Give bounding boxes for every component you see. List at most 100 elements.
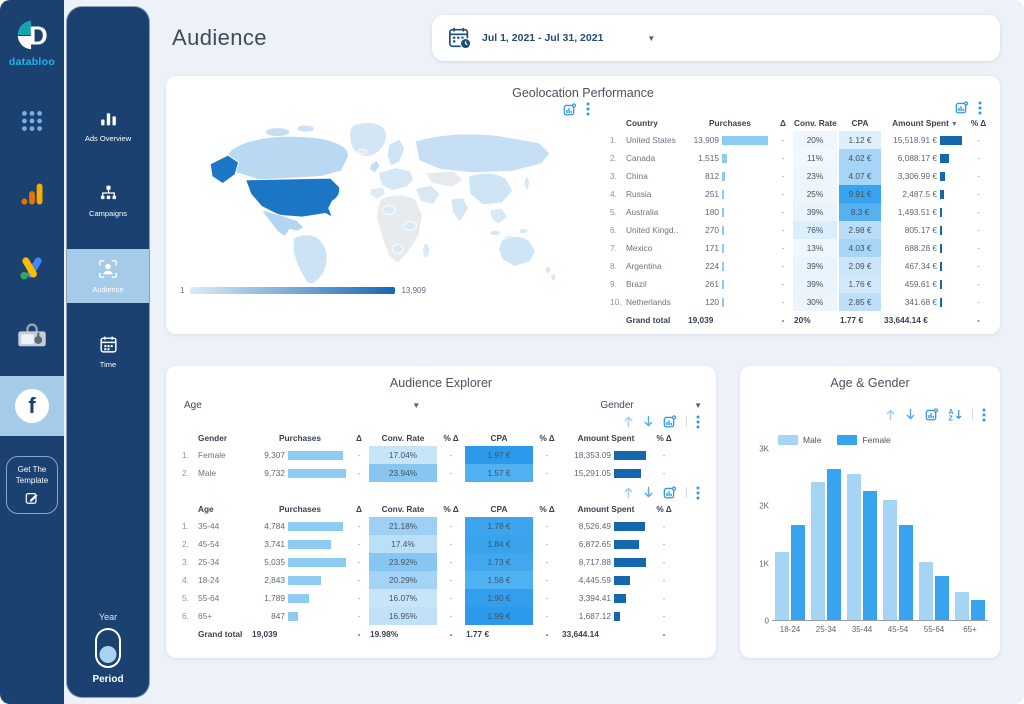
column-header-conv[interactable]: Conv. Rate xyxy=(381,504,425,514)
brand-logo[interactable]: D databloo xyxy=(9,16,55,68)
column-header-delta[interactable]: Δ xyxy=(356,504,362,514)
sidebar-item-campaigns[interactable]: Campaigns xyxy=(67,174,149,227)
move-up-icon[interactable] xyxy=(623,415,634,428)
column-header-cpa[interactable]: CPA xyxy=(490,433,508,443)
table-row[interactable]: 1. United States 13,909-20% 1.12 €15,518.91… xyxy=(608,131,989,149)
bar-male-25-34[interactable] xyxy=(811,482,825,620)
table-row[interactable]: 8. Argentina 224-39% 2.09 €467.34 € - xyxy=(608,257,989,275)
column-header-pd2[interactable]: % Δ xyxy=(539,504,555,514)
sidebar-item-audience[interactable]: Audience xyxy=(67,249,149,303)
column-header-conv[interactable]: Conv. Rate xyxy=(381,433,425,443)
toggle-period-label: Period xyxy=(92,674,124,685)
bar-male-65+[interactable] xyxy=(955,591,969,620)
column-header-cpa[interactable]: CPA xyxy=(851,118,869,128)
table-row[interactable]: 7. Mexico 171-13% 4.03 €688.28 € - xyxy=(608,239,989,257)
table-row[interactable]: 3. 25-34 5,035-23.92% -1.73 € -8,717.88- xyxy=(180,553,676,571)
get-template-button[interactable]: Get The Template xyxy=(6,456,58,514)
edit-chart-icon[interactable] xyxy=(563,102,577,116)
table-row[interactable]: 6. United Kingd.. 270-76% 2.98 €805.17 € - xyxy=(608,221,989,239)
table-row[interactable]: 5. Australia 180-39% 8.3 €1,493.51 € - xyxy=(608,203,989,221)
edit-chart-icon[interactable] xyxy=(663,415,677,428)
cell-country: Canada xyxy=(626,153,656,163)
facebook-connector[interactable]: f xyxy=(0,376,64,436)
column-header-pd3[interactable]: % Δ xyxy=(656,433,672,443)
toolbox-icon[interactable] xyxy=(0,322,64,350)
column-header-cpa[interactable]: CPA xyxy=(490,504,508,514)
geo-card-title: Geolocation Performance xyxy=(512,86,654,100)
move-down-icon[interactable] xyxy=(643,486,654,499)
bar-female-55-64[interactable] xyxy=(935,575,949,620)
cell-pd2: - xyxy=(545,539,549,549)
column-header-purchases[interactable]: Purchases xyxy=(279,504,321,514)
bar-male-45-54[interactable] xyxy=(883,500,897,620)
grand-total-row[interactable]: Grand total 19,039-19.98% -1.77 € -33,644.1… xyxy=(180,625,676,640)
table-row[interactable]: 9. Brazil 261-39% 1.76 €459.61 € - xyxy=(608,275,989,293)
bar-female-25-34[interactable] xyxy=(827,468,841,620)
move-down-icon[interactable] xyxy=(643,415,654,428)
date-range-picker[interactable]: Jul 1, 2021 - Jul 31, 2021 ▼ xyxy=(432,15,1000,61)
column-header-purchases[interactable]: Purchases xyxy=(709,118,751,128)
bar-male-55-64[interactable] xyxy=(919,561,933,620)
legend-item-male[interactable]: Male xyxy=(778,435,821,445)
column-header-label[interactable]: Gender xyxy=(198,433,228,443)
value-bar xyxy=(722,297,724,307)
column-header-spent[interactable]: Amount Spent xyxy=(577,433,635,443)
caret-down-icon: ▼ xyxy=(694,401,702,410)
more-options-icon[interactable] xyxy=(696,415,700,429)
table-row[interactable]: 10. Netherlands 120-30% 2.85 €341.68 € - xyxy=(608,293,989,311)
move-up-icon[interactable] xyxy=(885,408,896,421)
column-header-spent[interactable]: Amount Spent ▼ xyxy=(892,118,958,128)
cell-spent: 15,291.05 xyxy=(560,464,652,482)
column-header-purchases[interactable]: Purchases xyxy=(279,433,321,443)
google-analytics-icon[interactable] xyxy=(0,180,64,208)
grand-total-row[interactable]: Grand total 19,039-20% 1.77 €33,644.14 € - xyxy=(608,311,989,326)
cell-country: Argentina xyxy=(626,261,662,271)
column-header-pd1[interactable]: % Δ xyxy=(443,504,459,514)
edit-chart-icon[interactable] xyxy=(925,408,939,421)
more-options-icon[interactable] xyxy=(696,486,700,500)
column-header-spent[interactable]: Amount Spent xyxy=(577,504,635,514)
bar-male-18-24[interactable] xyxy=(775,551,789,620)
table-row[interactable]: 3. China 812-23% 4.07 €3,306.99 € - xyxy=(608,167,989,185)
bar-female-45-54[interactable] xyxy=(899,525,913,620)
table-row[interactable]: 1. Female 9,307-17.04% -1.97 € -18,353.09- xyxy=(180,446,676,464)
table-row[interactable]: 4. 18-24 2,843-20.29% -1.56 € -4,445.59- xyxy=(180,571,676,589)
column-header-label[interactable]: Age xyxy=(198,504,214,514)
google-ads-icon[interactable] xyxy=(0,254,64,282)
bar-male-35-44[interactable] xyxy=(847,474,861,620)
table-row[interactable]: 2. Canada 1,515-11% 4.02 €6,088.17 € - xyxy=(608,149,989,167)
column-header-delta[interactable]: Δ xyxy=(356,433,362,443)
legend-item-female[interactable]: Female xyxy=(837,435,891,445)
world-map[interactable] xyxy=(178,118,598,286)
table-row[interactable]: 1. 35-44 4,784-21.18% -1.78 € -8,526.49- xyxy=(180,517,676,535)
bar-female-18-24[interactable] xyxy=(791,525,805,620)
column-header-pd1[interactable]: % Δ xyxy=(443,433,459,443)
more-options-icon[interactable] xyxy=(982,408,986,422)
sidebar-item-time[interactable]: Time xyxy=(67,325,149,378)
sidebar-item-ads-overview[interactable]: Ads Overview xyxy=(67,99,149,152)
gender-filter-dropdown[interactable]: Gender ▼ xyxy=(420,400,702,411)
age-filter-dropdown[interactable]: Age ▼ xyxy=(180,400,420,411)
table-row[interactable]: 2. 45-54 3,741-17.4% -1.84 € -6,872.65- xyxy=(180,535,676,553)
table-row[interactable]: 4. Russia 251-25% 9.91 €2,487.5 € - xyxy=(608,185,989,203)
column-header-pd3[interactable]: % Δ xyxy=(656,504,672,514)
column-header-delta[interactable]: Δ xyxy=(780,118,786,128)
year-period-toggle[interactable] xyxy=(95,628,121,668)
move-up-icon[interactable] xyxy=(623,486,634,499)
column-header-pd2[interactable]: % Δ xyxy=(539,433,555,443)
edit-chart-icon[interactable] xyxy=(955,101,969,114)
table-row[interactable]: 6. 65+ 847-16.95% -1.99 € -1,687.12- xyxy=(180,607,676,625)
bar-female-35-44[interactable] xyxy=(863,491,877,620)
bar-female-65+[interactable] xyxy=(971,599,985,620)
table-row[interactable]: 5. 55-64 1,789-16.07% -1.90 € -3,394.41- xyxy=(180,589,676,607)
more-options-icon[interactable] xyxy=(586,102,590,116)
more-options-icon[interactable] xyxy=(978,101,982,115)
apps-grid-icon[interactable] xyxy=(0,108,64,134)
column-header-conv[interactable]: Conv. Rate xyxy=(794,118,837,128)
edit-chart-icon[interactable] xyxy=(663,486,677,499)
table-row[interactable]: 2. Male 9,732-23.94% -1.57 € -15,291.05- xyxy=(180,464,676,482)
move-down-icon[interactable] xyxy=(905,408,916,421)
column-header-country[interactable]: Country xyxy=(626,118,658,128)
column-header-pdelta[interactable]: % Δ xyxy=(970,118,987,128)
